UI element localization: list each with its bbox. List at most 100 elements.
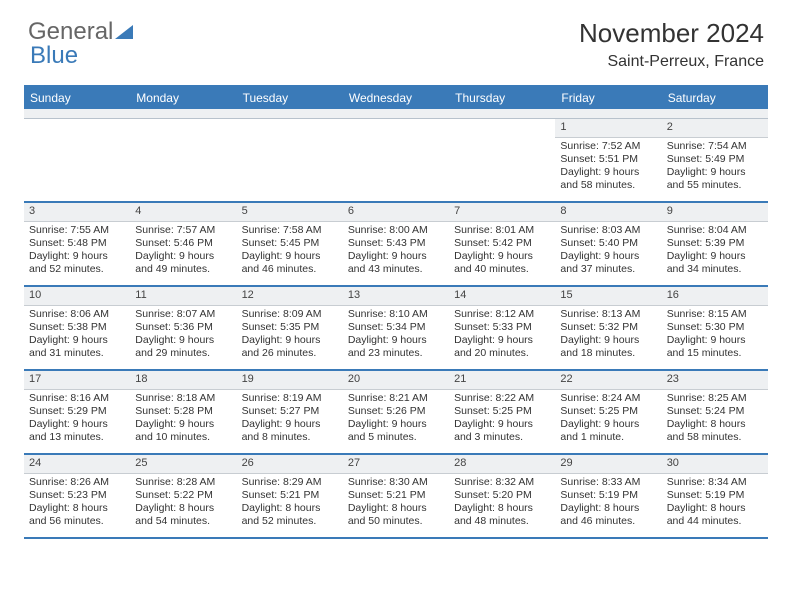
logo-text-2: Blue (30, 42, 78, 69)
day-header: Sunday (24, 87, 130, 109)
calendar-cell: 26Sunrise: 8:29 AMSunset: 5:21 PMDayligh… (237, 455, 343, 537)
sunrise-text: Sunrise: 8:30 AM (348, 476, 444, 489)
sunrise-text: Sunrise: 8:12 AM (454, 308, 550, 321)
sunset-text: Sunset: 5:36 PM (135, 321, 231, 334)
sunrise-text: Sunrise: 8:13 AM (560, 308, 656, 321)
week-row: 24Sunrise: 8:26 AMSunset: 5:23 PMDayligh… (24, 455, 768, 539)
sunset-text: Sunset: 5:19 PM (560, 489, 656, 502)
daylight-text: Daylight: 9 hours and 43 minutes. (348, 250, 444, 276)
daylight-text: Daylight: 8 hours and 48 minutes. (454, 502, 550, 528)
week-row: 17Sunrise: 8:16 AMSunset: 5:29 PMDayligh… (24, 371, 768, 455)
daylight-text: Daylight: 9 hours and 1 minute. (560, 418, 656, 444)
week-row: 3Sunrise: 7:55 AMSunset: 5:48 PMDaylight… (24, 203, 768, 287)
day-number: 13 (343, 287, 449, 306)
calendar-cell: 13Sunrise: 8:10 AMSunset: 5:34 PMDayligh… (343, 287, 449, 369)
calendar-cell: 27 Sunrise: 8:30 AMSunset: 5:21 PMDayligh… (343, 455, 449, 537)
sunrise-text: Sunrise: 8:25 AM (667, 392, 763, 405)
sunset-text: Sunset: 5:22 PM (135, 489, 231, 502)
day-number: 20 (343, 371, 449, 390)
daylight-text: Daylight: 8 hours and 50 minutes. (348, 502, 444, 528)
day-number: 10 (24, 287, 130, 306)
cell-body: Sunrise: 8:29 AMSunset: 5:21 PMDaylight:… (237, 474, 343, 533)
daylight-text: Daylight: 9 hours and 18 minutes. (560, 334, 656, 360)
sunset-text: Sunset: 5:33 PM (454, 321, 550, 334)
cell-body: Sunrise: 8:16 AMSunset: 5:29 PMDaylight:… (24, 390, 130, 449)
sunset-text: Sunset: 5:39 PM (667, 237, 763, 250)
daylight-text: Daylight: 8 hours and 52 minutes. (242, 502, 338, 528)
calendar-cell: 28Sunrise: 8:32 AMSunset: 5:20 PMDayligh… (449, 455, 555, 537)
daylight-text: Daylight: 9 hours and 20 minutes. (454, 334, 550, 360)
daylight-text: Daylight: 9 hours and 46 minutes. (242, 250, 338, 276)
calendar-cell: 5Sunrise: 7:58 AMSunset: 5:45 PMDaylight… (237, 203, 343, 285)
calendar-cell: 23Sunrise: 8:25 AMSunset: 5:24 PMDayligh… (662, 371, 768, 453)
calendar-cell: 24Sunrise: 8:26 AMSunset: 5:23 PMDayligh… (24, 455, 130, 537)
daylight-text: Daylight: 9 hours and 52 minutes. (29, 250, 125, 276)
day-number: 5 (237, 203, 343, 222)
sunset-text: Sunset: 5:30 PM (667, 321, 763, 334)
sunrise-text: Sunrise: 8:09 AM (242, 308, 338, 321)
calendar-cell: 15Sunrise: 8:13 AMSunset: 5:32 PMDayligh… (555, 287, 661, 369)
day-number: 24 (24, 455, 130, 474)
title-month: November 2024 (579, 18, 764, 49)
sunset-text: Sunset: 5:48 PM (29, 237, 125, 250)
daylight-text: Daylight: 9 hours and 37 minutes. (560, 250, 656, 276)
daylight-text: Daylight: 9 hours and 49 minutes. (135, 250, 231, 276)
sunset-text: Sunset: 5:42 PM (454, 237, 550, 250)
sunrise-text: Sunrise: 7:52 AM (560, 140, 656, 153)
sunrise-text: Sunrise: 8:00 AM (348, 224, 444, 237)
calendar-cell (343, 119, 449, 201)
calendar-cell: 30Sunrise: 8:34 AMSunset: 5:19 PMDayligh… (662, 455, 768, 537)
cell-body: Sunrise: 8:18 AMSunset: 5:28 PMDaylight:… (130, 390, 236, 449)
sunset-text: Sunset: 5:49 PM (667, 153, 763, 166)
sunrise-text: Sunrise: 8:33 AM (560, 476, 656, 489)
calendar: Sunday Monday Tuesday Wednesday Thursday… (24, 85, 768, 539)
cell-body: Sunrise: 8:07 AMSunset: 5:36 PMDaylight:… (130, 306, 236, 365)
sunrise-text: Sunrise: 8:04 AM (667, 224, 763, 237)
sunset-text: Sunset: 5:21 PM (348, 489, 444, 502)
logo-triangle-icon (115, 25, 133, 39)
sunrise-text: Sunrise: 8:15 AM (667, 308, 763, 321)
page-header: General November 2024 Saint-Perreux, Fra… (0, 0, 792, 79)
sunrise-text: Sunrise: 8:18 AM (135, 392, 231, 405)
calendar-cell: 18Sunrise: 8:18 AMSunset: 5:28 PMDayligh… (130, 371, 236, 453)
calendar-cell: 8Sunrise: 8:03 AMSunset: 5:40 PMDaylight… (555, 203, 661, 285)
day-number: 18 (130, 371, 236, 390)
cell-body: Sunrise: 8:33 AMSunset: 5:19 PMDaylight:… (555, 474, 661, 533)
cell-body: Sunrise: 7:54 AMSunset: 5:49 PMDaylight:… (662, 138, 768, 197)
cell-body: Sunrise: 8:21 AMSunset: 5:26 PMDaylight:… (343, 390, 449, 449)
calendar-cell: 19Sunrise: 8:19 AMSunset: 5:27 PMDayligh… (237, 371, 343, 453)
calendar-cell (24, 119, 130, 201)
calendar-cell: 4Sunrise: 7:57 AMSunset: 5:46 PMDaylight… (130, 203, 236, 285)
daylight-text: Daylight: 9 hours and 5 minutes. (348, 418, 444, 444)
sunrise-text: Sunrise: 7:54 AM (667, 140, 763, 153)
sunset-text: Sunset: 5:19 PM (667, 489, 763, 502)
sunset-text: Sunset: 5:51 PM (560, 153, 656, 166)
sunset-text: Sunset: 5:46 PM (135, 237, 231, 250)
calendar-cell: 20Sunrise: 8:21 AMSunset: 5:26 PMDayligh… (343, 371, 449, 453)
day-number: 27 (343, 455, 449, 474)
sunset-text: Sunset: 5:26 PM (348, 405, 444, 418)
day-header: Tuesday (237, 87, 343, 109)
daylight-text: Daylight: 9 hours and 31 minutes. (29, 334, 125, 360)
calendar-cell: 7Sunrise: 8:01 AMSunset: 5:42 PMDaylight… (449, 203, 555, 285)
sunrise-text: Sunrise: 8:22 AM (454, 392, 550, 405)
title-location: Saint-Perreux, France (579, 53, 764, 71)
cell-body: Sunrise: 7:57 AMSunset: 5:46 PMDaylight:… (130, 222, 236, 281)
sunset-text: Sunset: 5:25 PM (560, 405, 656, 418)
cell-body: Sunrise: 7:52 AMSunset: 5:51 PMDaylight:… (555, 138, 661, 197)
day-number: 29 (555, 455, 661, 474)
sunrise-text: Sunrise: 7:55 AM (29, 224, 125, 237)
day-header: Thursday (449, 87, 555, 109)
daylight-text: Daylight: 9 hours and 15 minutes. (667, 334, 763, 360)
daylight-text: Daylight: 9 hours and 55 minutes. (667, 166, 763, 192)
calendar-cell (237, 119, 343, 201)
sunrise-text: Sunrise: 8:16 AM (29, 392, 125, 405)
cell-body: Sunrise: 8:09 AMSunset: 5:35 PMDaylight:… (237, 306, 343, 365)
daylight-text: Daylight: 8 hours and 54 minutes. (135, 502, 231, 528)
cell-body: Sunrise: 8:26 AMSunset: 5:23 PMDaylight:… (24, 474, 130, 533)
calendar-cell: 14Sunrise: 8:12 AMSunset: 5:33 PMDayligh… (449, 287, 555, 369)
day-number: 17 (24, 371, 130, 390)
day-number: 2 (662, 119, 768, 138)
daylight-text: Daylight: 8 hours and 44 minutes. (667, 502, 763, 528)
day-number: 11 (130, 287, 236, 306)
